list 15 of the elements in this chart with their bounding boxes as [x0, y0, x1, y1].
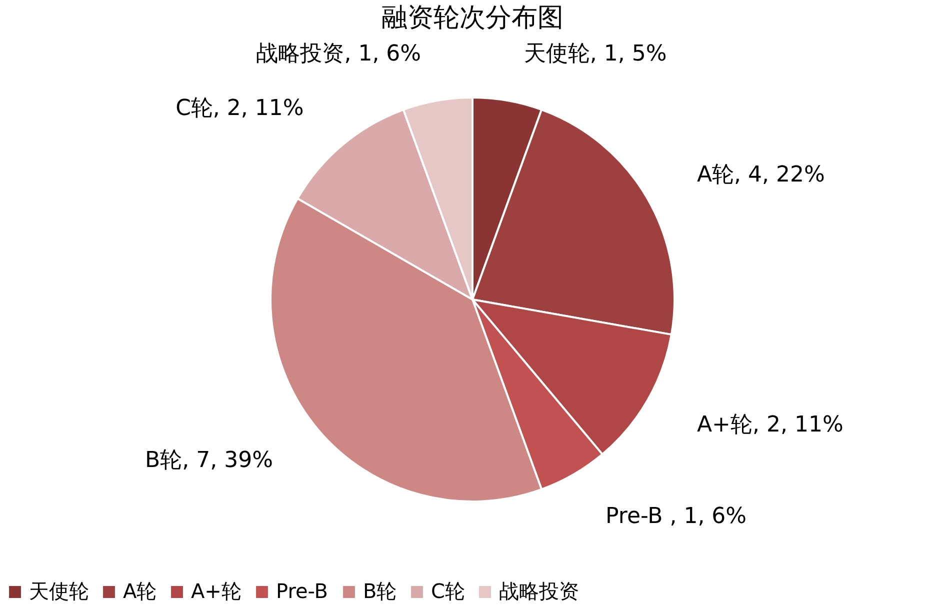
data-label: Pre-B , 1, 6%	[606, 504, 747, 530]
chart-title: 融资轮次分布图	[382, 3, 564, 33]
legend-label: B轮	[363, 579, 397, 603]
legend-label: A轮	[123, 579, 157, 603]
legend-label: 战略投资	[499, 579, 579, 603]
data-label: A+轮, 2, 11%	[697, 412, 844, 438]
data-label: C轮, 2, 11%	[176, 96, 304, 121]
legend-label: 天使轮	[29, 579, 89, 603]
data-label: 天使轮, 1, 5%	[524, 41, 667, 66]
legend-label: A+轮	[191, 579, 242, 603]
data-label: B轮, 7, 39%	[145, 448, 273, 474]
legend-label: Pre-B	[276, 579, 328, 603]
legend-label: C轮	[431, 579, 465, 603]
data-label: A轮, 4, 22%	[697, 162, 825, 188]
data-label: 战略投资, 1, 6%	[256, 41, 422, 66]
